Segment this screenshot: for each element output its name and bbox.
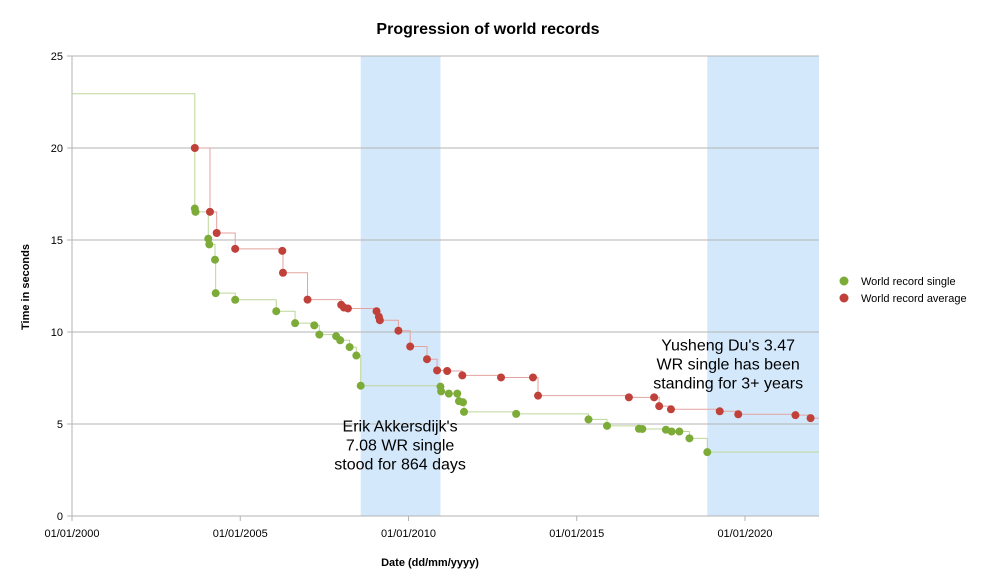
average-record-point [791,411,800,420]
single-record-point [205,240,214,249]
average-record-point [375,316,384,325]
average-record-point [497,373,506,382]
single-record-point [345,343,354,352]
x-axis-title: Date (dd/mm/yyyy) [381,557,479,569]
annotation-line: Yusheng Du's 3.47 [661,337,795,354]
x-tick-label: 01/01/2005 [213,528,268,540]
single-record-point [336,336,345,345]
legend-marker-single [839,276,849,286]
average-record-point [406,342,415,351]
y-tick-label: 0 [57,511,63,523]
single-record-point [352,351,361,360]
single-record-point [453,389,462,398]
annotation-line: Erik Akkersdijk's [343,418,458,435]
average-record-point [528,373,537,382]
series-step-line [72,93,819,453]
average-record-point [443,367,452,376]
average-record-point [650,393,659,402]
y-axis-title: Time in seconds [20,244,32,330]
average-record-point [655,402,664,411]
annotation-line: stood for 864 days [334,456,466,473]
average-record-point [806,414,815,423]
legend-marker-average [839,293,849,303]
y-tick-label: 5 [57,419,63,431]
average-record-point [734,410,743,419]
single-record-point [685,434,694,443]
single-record-point [458,398,467,407]
single-record-point [310,321,319,330]
single-record-point [356,381,365,390]
annotation: Erik Akkersdijk's 7.08 WR single stood for… [334,418,466,473]
legend-label-single: World record single [861,276,956,288]
average-record-point [190,144,199,152]
average-record-point [278,246,287,255]
annotation-line: standing for 3+ years [653,375,803,392]
single-record-point [603,421,612,430]
y-tick-label: 10 [51,327,63,339]
annotation-line: WR single has been [657,356,800,373]
average-record-point [394,326,403,335]
single-record-point [272,307,281,316]
average-record-point [422,355,431,364]
x-tick-label: 01/01/2020 [717,528,772,540]
average-record-point [343,304,352,313]
chart-title: Progression of world records [376,21,599,38]
average-record-point [458,371,467,380]
average-record-point [666,405,675,414]
single-record-point [315,330,324,339]
average-record-point [534,391,543,400]
annotation-line: 7.08 WR single [346,437,455,454]
single-record-point [638,424,647,433]
y-tick-label: 20 [51,143,63,155]
average-record-point [212,229,221,238]
single-record-point [703,448,712,457]
single-record-point [211,255,220,264]
average-record-point [715,407,724,416]
single-record-point [211,289,220,298]
single-record-point [291,319,300,328]
single-record-point [444,389,453,398]
single-record-point [460,407,469,416]
legend-label-average: World record average [861,293,967,305]
y-tick-label: 25 [51,51,63,63]
average-record-point [624,393,633,402]
single-record-point [191,207,200,216]
average-record-point [278,268,287,277]
average-record-point [205,207,214,216]
highlight-span [707,56,819,516]
x-tick-label: 01/01/2015 [549,528,604,540]
average-record-point [231,244,240,253]
single-record-point [675,427,684,436]
single-record-point [667,427,676,436]
x-tick-label: 01/01/2000 [44,528,99,540]
single-record-point [584,415,593,424]
legend: World record single World record average [839,276,967,305]
single-record-point [231,295,240,304]
highlight-span [360,56,441,516]
y-tick-label: 15 [51,235,63,247]
average-record-point [303,295,312,304]
single-record-point [512,409,521,418]
single-record-point [437,387,446,396]
x-tick-label: 01/01/2010 [381,528,436,540]
annotation: Yusheng Du's 3.47 WR single has been stand… [653,337,803,392]
average-record-point [433,366,442,375]
